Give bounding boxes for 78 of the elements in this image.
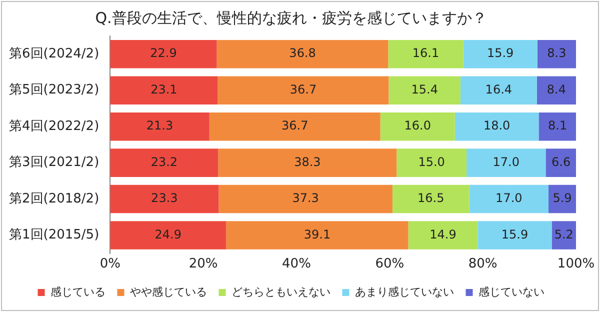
bar [209,112,380,141]
legend-label: どちらともいえない [231,285,330,298]
x-tick-label: 20% [188,256,218,272]
bar [110,221,226,250]
data-label: 23.2 [150,154,178,169]
data-label: 8.4 [546,82,566,96]
bar [536,76,576,104]
y-tick-label: 第5回(2023/2) [8,82,100,98]
bar [218,148,397,177]
data-label: 8.1 [548,118,568,133]
data-label: 15.9 [486,46,514,60]
legend-label: あまり感じていない [354,285,454,298]
x-tick-label: 60% [375,256,404,272]
data-label: 17.0 [492,154,520,169]
x-tick-label: 80% [468,256,498,272]
data-label: 23.3 [151,191,178,206]
data-label: 36.8 [289,46,316,60]
legend-label: やや感じている [130,285,207,298]
bar [469,184,549,214]
data-label: 6.6 [552,154,571,169]
data-label: 15.9 [501,227,528,242]
bar [408,221,478,250]
data-label: 24.9 [154,227,182,242]
x-tick-label: 40% [282,256,311,272]
bar [478,221,552,250]
data-label: 16.5 [418,191,444,206]
x-tick-label: 100% [557,256,595,272]
bar [110,40,217,68]
bar [466,148,546,177]
data-label: 23.1 [150,82,178,96]
y-tick-label: 第6回(2024/2) [8,46,100,62]
y-tick-label: 第3回(2021/2) [8,155,100,170]
data-label: 5.2 [554,227,574,242]
bar [218,76,389,104]
bar [380,112,455,141]
data-label: 17.0 [496,191,522,206]
bar [546,148,576,177]
legend-label: 感じている [50,285,106,298]
y-tick-label: 第4回(2022/2) [8,118,100,134]
bar [110,148,218,177]
bar [110,76,218,104]
data-label: 8.3 [547,46,566,60]
x-tick-label: 0% [100,256,120,272]
data-label: 22.9 [150,46,177,60]
bar [396,148,467,177]
data-label: 5.9 [552,191,572,206]
legend-label: 感じていない [478,285,544,298]
data-label: 16.4 [485,82,512,96]
bar [388,40,464,68]
data-label: 21.3 [146,118,174,133]
data-label: 15.0 [418,154,445,169]
bar [538,112,576,141]
chart-title: Q.普段の生活で、慢性的な疲れ・疲労を感じていますか？ [95,8,487,27]
data-label: 37.3 [292,191,319,206]
bar [110,184,219,214]
data-label: 36.7 [282,118,308,133]
data-label: 18.0 [483,118,510,133]
data-label: 39.1 [304,227,331,242]
data-label: 15.4 [411,82,438,96]
data-label: 38.3 [294,154,321,169]
bar [218,184,392,214]
bar [216,40,388,68]
bar [110,112,210,141]
bar [392,184,470,214]
bar [460,76,537,104]
bar [226,221,408,250]
y-tick-label: 第2回(2018/2) [8,191,100,206]
data-label: 16.1 [412,46,440,60]
bar [388,76,460,104]
bar [537,40,576,68]
y-tick-label: 第1回(2015/5) [8,228,100,243]
bar [552,221,576,250]
data-label: 36.7 [290,82,317,96]
data-label: 16.0 [404,118,431,133]
data-label: 14.9 [430,227,456,242]
bar [548,184,576,214]
bar [463,40,538,68]
bar [454,112,539,141]
